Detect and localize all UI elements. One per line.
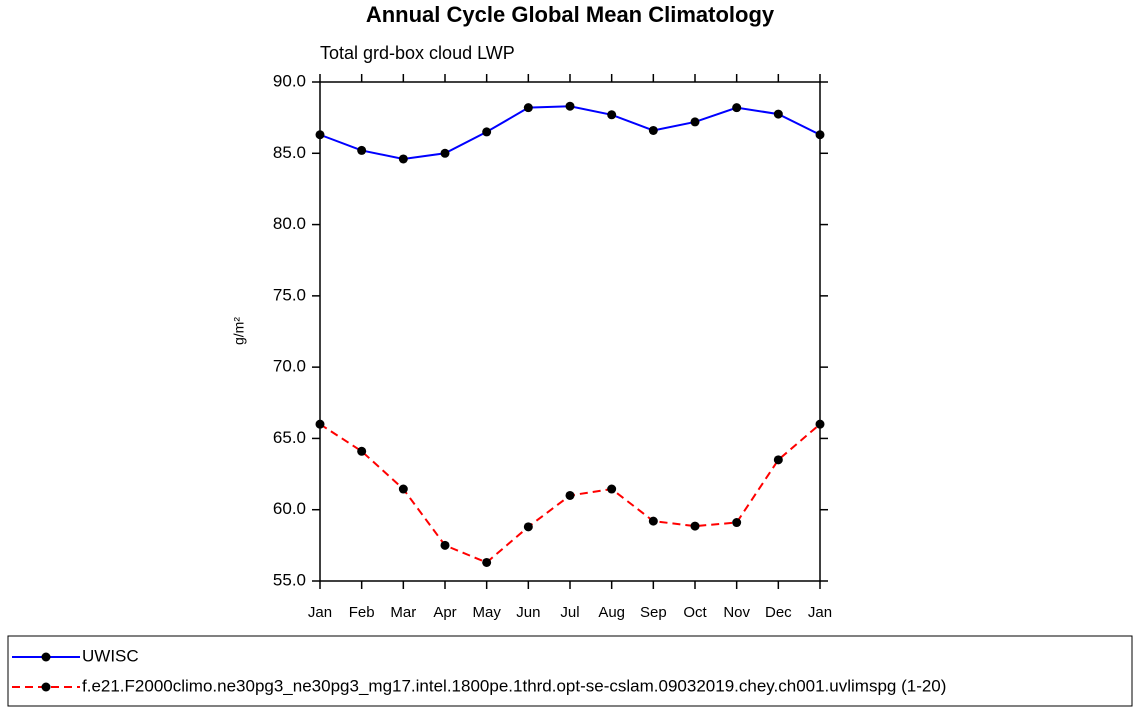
data-point: [440, 148, 450, 158]
data-point: [732, 103, 742, 113]
legend-marker: [41, 682, 51, 692]
x-tick-label: Jul: [560, 604, 579, 621]
y-axis-label: g/m²: [231, 317, 247, 345]
data-point: [398, 484, 408, 494]
x-tick-label: Dec: [765, 604, 792, 621]
data-point: [565, 101, 575, 111]
data-point: [732, 518, 742, 528]
data-point: [607, 484, 617, 494]
data-point: [815, 419, 825, 429]
data-point: [482, 127, 492, 137]
data-point: [398, 154, 408, 164]
x-tick-label: Sep: [640, 604, 667, 621]
legend-box: [7, 635, 1133, 707]
data-point: [440, 540, 450, 550]
data-point: [607, 110, 617, 120]
data-point: [773, 109, 783, 119]
data-point: [357, 446, 367, 456]
data-point: [315, 419, 325, 429]
x-tick-label: Jan: [808, 604, 832, 621]
y-tick-label: 80.0: [273, 214, 306, 233]
data-point: [773, 455, 783, 465]
data-point: [690, 521, 700, 531]
y-tick-label: 85.0: [273, 143, 306, 162]
x-tick-label: Nov: [723, 604, 750, 621]
y-tick-label: 70.0: [273, 357, 306, 376]
x-tick-label: Mar: [390, 604, 416, 621]
data-point: [357, 145, 367, 155]
x-tick-label: May: [472, 604, 501, 621]
legend-label: UWISC: [82, 646, 139, 665]
x-tick-label: Aug: [598, 604, 625, 621]
data-point: [648, 516, 658, 526]
x-tick-label: Feb: [349, 604, 375, 621]
data-point: [523, 522, 533, 532]
data-point: [648, 125, 658, 135]
chart-title: Annual Cycle Global Mean Climatology: [366, 2, 775, 27]
x-tick-label: Jan: [308, 604, 332, 621]
y-tick-label: 55.0: [273, 570, 306, 589]
data-point: [690, 117, 700, 127]
x-tick-label: Apr: [433, 604, 456, 621]
data-point: [482, 557, 492, 567]
x-tick-label: Oct: [683, 604, 707, 621]
data-point: [523, 103, 533, 113]
chart-subtitle: Total grd-box cloud LWP: [320, 43, 515, 63]
y-tick-label: 90.0: [273, 71, 306, 90]
y-tick-label: 60.0: [273, 499, 306, 518]
data-point: [315, 130, 325, 140]
data-point: [815, 130, 825, 140]
y-tick-label: 65.0: [273, 428, 306, 447]
legend-marker: [41, 652, 51, 662]
legend-label: f.e21.F2000climo.ne30pg3_ne30pg3_mg17.in…: [82, 676, 946, 695]
data-point: [565, 490, 575, 500]
series-line: [319, 105, 821, 161]
y-tick-label: 75.0: [273, 285, 306, 304]
x-tick-label: Jun: [516, 604, 540, 621]
